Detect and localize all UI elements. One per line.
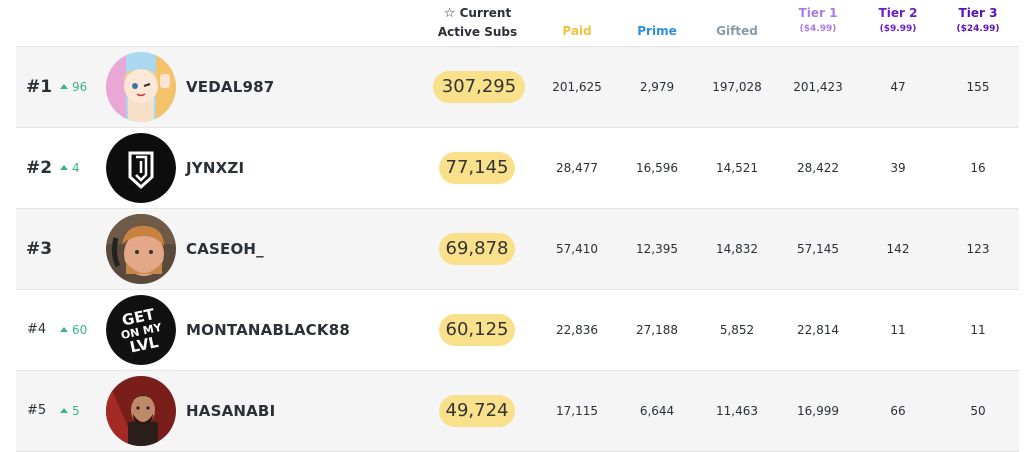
prime-header[interactable]: Prime (637, 24, 677, 38)
table-row[interactable]: #2 4 JYNXZI 77,145 28,477 16,596 14,521 … (16, 127, 1019, 208)
arrow-up-icon (60, 408, 68, 413)
rank: #1 (26, 77, 53, 97)
current-subs-badge: 49,724 (439, 395, 515, 427)
gifted-value: 197,028 (712, 80, 762, 94)
tier1-value: 57,145 (797, 242, 839, 256)
prime-value: 12,395 (636, 242, 678, 256)
prime-value: 6,644 (639, 404, 675, 418)
avatar[interactable]: GET ON MY LVL (106, 295, 176, 365)
paid-value: 57,410 (556, 242, 598, 256)
avatar[interactable] (106, 133, 176, 203)
tier1-header[interactable]: Tier 1 ($4.99) (798, 6, 838, 34)
arrow-up-icon (60, 84, 68, 89)
svg-text:LVL: LVL (128, 333, 160, 357)
paid-value: 28,477 (556, 161, 598, 175)
tier2-value: 47 (890, 80, 906, 94)
tier3-header[interactable]: Tier 3 ($24.99) (956, 6, 1000, 34)
rank: #2 (26, 158, 53, 178)
gifted-value: 5,852 (719, 323, 755, 337)
prime-value: 27,188 (636, 323, 678, 337)
paid-value: 201,625 (552, 80, 602, 94)
avatar[interactable] (106, 52, 176, 122)
tier3-value: 50 (970, 404, 986, 418)
current-subs-badge: 307,295 (433, 71, 525, 103)
avatar[interactable] (106, 214, 176, 284)
rank-change: 4 (60, 128, 80, 208)
rank-change: 5 (60, 371, 80, 451)
rank: #4 (27, 322, 47, 337)
streamer-name[interactable]: VEDAL987 (186, 78, 275, 96)
table-row[interactable]: #4 60 GET ON MY LVL MONTANABLACK88 60,12… (16, 289, 1019, 370)
streamer-name[interactable]: MONTANABLACK88 (186, 321, 350, 339)
tier3-value: 155 (966, 80, 990, 94)
rank: #3 (26, 239, 53, 259)
logo-text: GET ON MY LVL (120, 305, 164, 357)
tier2-value: 39 (890, 161, 906, 175)
gifted-value: 14,521 (716, 161, 758, 175)
paid-value: 22,836 (556, 323, 598, 337)
gifted-value: 11,463 (716, 404, 758, 418)
tier3-value: 11 (970, 323, 986, 337)
table-row[interactable]: #3 CASEOH_ 69,878 57,410 12,395 14,832 5… (16, 208, 1019, 289)
arrow-up-icon (60, 165, 68, 170)
tier1-value: 201,423 (793, 80, 843, 94)
prime-value: 2,979 (639, 80, 675, 94)
tier1-value: 22,814 (797, 323, 839, 337)
table-body: #1 96 VEDAL987 307,295 201,625 (16, 46, 1019, 452)
tier2-value: 66 (890, 404, 906, 418)
streamer-name[interactable]: CASEOH_ (186, 240, 264, 258)
tier1-value: 16,999 (797, 404, 839, 418)
prime-value: 16,596 (636, 161, 678, 175)
current-subs-badge: 60,125 (439, 314, 515, 346)
tier2-value: 142 (886, 242, 910, 256)
tier3-value: 123 (966, 242, 990, 256)
tier2-header[interactable]: Tier 2 ($9.99) (878, 6, 918, 34)
gifted-header[interactable]: Gifted (716, 24, 758, 38)
table-row[interactable]: #5 5 HASANABI 49,724 17,115 6,644 11,463 (16, 370, 1019, 452)
tier3-value: 16 (970, 161, 986, 175)
table-row[interactable]: #1 96 VEDAL987 307,295 201,625 (16, 46, 1019, 127)
rank-change: 60 (60, 290, 87, 370)
star-icon: ☆ (443, 6, 456, 21)
tier1-value: 28,422 (797, 161, 839, 175)
streamer-name[interactable]: HASANABI (186, 402, 276, 420)
paid-header[interactable]: Paid (562, 24, 592, 38)
current-subs-badge: 77,145 (439, 152, 515, 184)
paid-value: 17,115 (556, 404, 598, 418)
arrow-up-icon (60, 327, 68, 332)
tier2-value: 11 (890, 323, 906, 337)
rank-change: 96 (60, 47, 87, 127)
gifted-value: 14,832 (716, 242, 758, 256)
current-subs-header[interactable]: ☆ Current Active Subs (437, 6, 518, 39)
streamer-name[interactable]: JYNXZI (186, 159, 245, 177)
avatar[interactable] (106, 376, 176, 446)
table-header: ☆ Current Active Subs Paid Prime Gifted … (0, 0, 1024, 46)
rank: #5 (27, 403, 47, 418)
current-subs-badge: 69,878 (439, 233, 515, 265)
